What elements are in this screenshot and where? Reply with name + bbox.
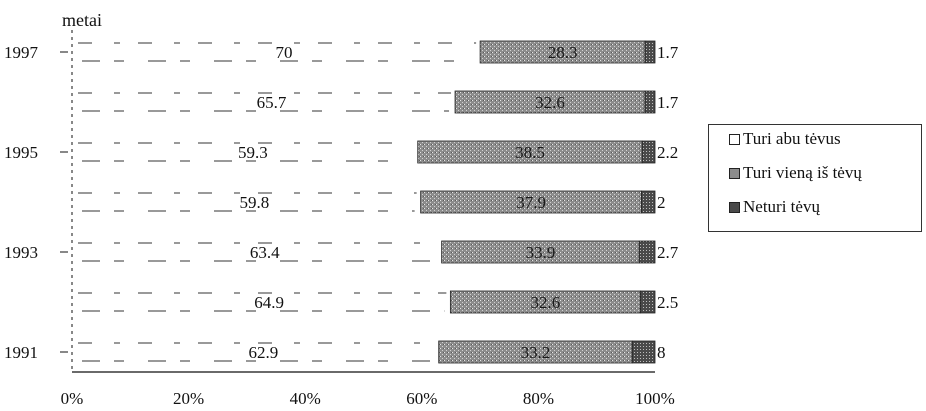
data-label-1992-s1: 32.6 [531, 293, 561, 312]
bar-segment-1997-s2 [644, 40, 656, 64]
y-tick-label: 1993 [4, 243, 38, 262]
x-tick-label: 100% [635, 389, 675, 408]
x-tick-label: 60% [406, 389, 437, 408]
legend-label: Neturi tėvų [743, 197, 820, 216]
bar-segment-1996-s2 [644, 90, 656, 114]
data-label-1996-s2: 1.7 [657, 93, 679, 112]
x-tick-label: 20% [173, 389, 204, 408]
data-label-1993-s1: 33.9 [526, 243, 556, 262]
bar-segment-1997-s0 [72, 41, 481, 63]
axis-layer: 1997 1995 1993 1991 0% 20% 40% 60% 80% 100% [4, 30, 675, 408]
legend: Turi abu tėvus Turi vieną iš tėvų Neturi… [708, 124, 922, 232]
data-label-1997-s1: 28.3 [548, 43, 578, 62]
data-label-1996-s0: 65.7 [257, 93, 287, 112]
bar-segment-1994-s2 [641, 190, 656, 214]
legend-label: Turi vieną iš tėvų [743, 163, 862, 182]
x-tick-label: 80% [523, 389, 554, 408]
data-label-1995-s1: 38.5 [515, 143, 545, 162]
y-tick-label: 1997 [4, 43, 39, 62]
bars-layer: 70 28.3 1.7 65.7 32.6 1.7 59.3 38.5 2.2 59.8 37.9 2… [72, 40, 679, 364]
x-tick-label: 0% [61, 389, 84, 408]
data-label-1995-s2: 2.2 [657, 143, 678, 162]
data-label-1994-s0: 59.8 [239, 193, 269, 212]
data-label-1996-s1: 32.6 [535, 93, 565, 112]
legend-item-turi-abu-tevus: Turi abu tėvus [729, 129, 841, 149]
data-label-1995-s0: 59.3 [238, 143, 268, 162]
data-label-1993-s0: 63.4 [250, 243, 280, 262]
legend-item-neturi-tevu: Neturi tėvų [729, 197, 820, 217]
bar-segment-1996-s0 [72, 91, 456, 113]
data-label-1991-s2: 8 [657, 343, 666, 362]
bar-segment-1991-s2 [631, 340, 656, 364]
data-label-1991-s1: 33.2 [521, 343, 551, 362]
bar-segment-1993-s2 [638, 240, 656, 264]
bar-segment-1993-s0 [72, 241, 442, 263]
bar-segment-1992-s2 [640, 290, 656, 314]
x-tick-label: 40% [290, 389, 321, 408]
data-label-1991-s0: 62.9 [248, 343, 278, 362]
legend-item-turi-viena: Turi vieną iš tėvų [729, 163, 862, 183]
y-tick-label: 1995 [4, 143, 38, 162]
data-label-1992-s0: 64.9 [254, 293, 284, 312]
bar-segment-1994-s0 [72, 191, 421, 213]
data-label-1993-s2: 2.7 [657, 243, 679, 262]
data-label-1997-s0: 70 [276, 43, 293, 62]
bar-segment-1995-s0 [72, 141, 418, 163]
y-tick-label: 1991 [4, 343, 38, 362]
legend-label: Turi abu tėvus [743, 129, 841, 148]
data-label-1992-s2: 2.5 [657, 293, 678, 312]
bar-segment-1992-s0 [72, 291, 451, 313]
legend-swatch-gray [729, 167, 740, 179]
legend-swatch-white [729, 133, 740, 145]
legend-swatch-dark [729, 201, 740, 213]
bar-segment-1995-s2 [641, 140, 656, 164]
data-label-1994-s2: 2 [657, 193, 666, 212]
data-label-1994-s1: 37.9 [516, 193, 546, 212]
bar-segment-1991-s0 [72, 341, 439, 363]
y-axis-title: metai [62, 10, 102, 30]
data-label-1997-s2: 1.7 [657, 43, 679, 62]
